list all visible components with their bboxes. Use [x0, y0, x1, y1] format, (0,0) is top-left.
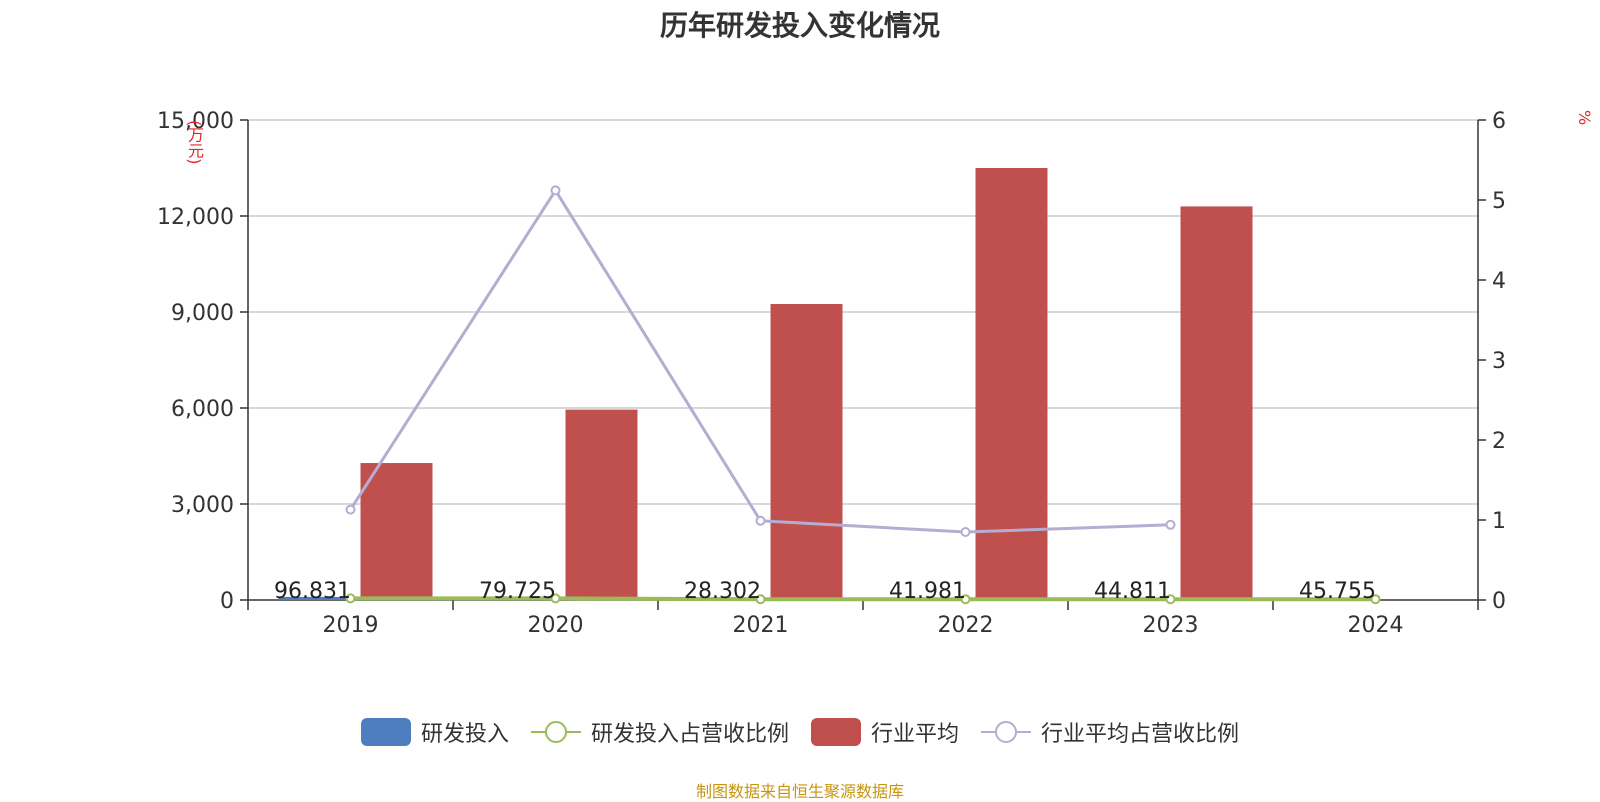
data-label-rd-investment: 96.831	[274, 579, 351, 604]
legend-swatch-industry-ratio	[981, 721, 1032, 743]
data-label-rd-investment: 79.725	[479, 579, 556, 604]
legend-item-rd-ratio[interactable]: 研发投入占营收比例	[530, 716, 789, 748]
y-right-tick-label: 0	[1492, 589, 1506, 614]
y-right-tick-label: 1	[1492, 509, 1506, 534]
y-left-tick-label: 3,000	[171, 493, 234, 518]
legend-swatch-industry-avg	[811, 718, 861, 746]
legend-item-industry-avg[interactable]: 行业平均	[811, 716, 959, 748]
x-tick-label: 2019	[323, 613, 379, 638]
point-industry-ratio	[960, 527, 971, 537]
point-rd-ratio	[755, 594, 766, 605]
chart-title: 历年研发投入变化情况	[659, 9, 940, 42]
x-tick-label: 2023	[1143, 613, 1199, 638]
legend-item-rd-investment[interactable]: 研发投入	[360, 716, 509, 748]
bar-industry-avg	[565, 409, 638, 600]
data-label-rd-investment: 44.811	[1094, 579, 1171, 604]
y-left-unit: (万元)	[185, 120, 204, 165]
y-left-tick-label: 6,000	[171, 397, 234, 422]
y-right-tick-label: 2	[1492, 429, 1506, 454]
legend: 研发投入 研发投入占营收比例 行业平均 行业平均占营收比例	[0, 716, 1600, 748]
x-tick-label: 2020	[528, 613, 584, 638]
bar-industry-avg	[975, 168, 1048, 600]
legend-swatch-rd-ratio	[530, 721, 581, 743]
point-rd-ratio	[345, 593, 356, 604]
y-left-tick-label: 12,000	[157, 205, 234, 230]
legend-label-industry-ratio: 行业平均占营收比例	[1041, 722, 1240, 747]
point-industry-ratio	[1165, 519, 1176, 530]
point-industry-ratio	[345, 504, 356, 515]
y-left-tick-label: 9,000	[171, 301, 234, 326]
y-right-tick-label: 6	[1492, 109, 1506, 134]
bar-industry-avg	[360, 463, 433, 600]
x-tick-label: 2021	[733, 613, 789, 638]
y-left-tick-label: 15,000	[157, 109, 234, 134]
x-tick-label: 2022	[938, 613, 994, 638]
y-right-tick-label: 4	[1492, 269, 1506, 294]
data-label-rd-investment: 45.755	[1299, 579, 1376, 604]
y-right-tick-label: 5	[1492, 189, 1506, 214]
legend-item-industry-ratio[interactable]: 行业平均占营收比例	[981, 716, 1239, 748]
x-tick-label: 2024	[1348, 613, 1404, 638]
legend-label-rd-ratio: 研发投入占营收比例	[590, 722, 789, 747]
bar-industry-avg	[1180, 206, 1253, 600]
y-left-tick-label: 0	[220, 589, 234, 614]
bar-industry-avg	[770, 304, 843, 600]
data-label-rd-investment: 41.981	[889, 579, 966, 604]
point-rd-ratio	[960, 594, 971, 605]
legend-label-industry-avg: 行业平均	[871, 722, 960, 747]
source-note: 制图数据来自恒生聚源数据库	[695, 782, 904, 801]
point-rd-ratio	[550, 593, 561, 604]
line-rd-ratio	[350, 596, 1376, 602]
y-right-tick-label: 3	[1492, 349, 1506, 374]
data-label-rd-investment: 28.302	[684, 579, 761, 604]
y-right-unit: %	[1575, 110, 1594, 126]
legend-label-rd-investment: 研发投入	[420, 722, 509, 747]
point-industry-ratio	[550, 185, 561, 196]
bar-rd-investment	[278, 596, 351, 600]
legend-swatch-rd-investment	[360, 718, 411, 746]
point-rd-ratio	[1370, 594, 1381, 605]
point-rd-ratio	[1165, 594, 1176, 605]
point-industry-ratio	[755, 515, 766, 526]
